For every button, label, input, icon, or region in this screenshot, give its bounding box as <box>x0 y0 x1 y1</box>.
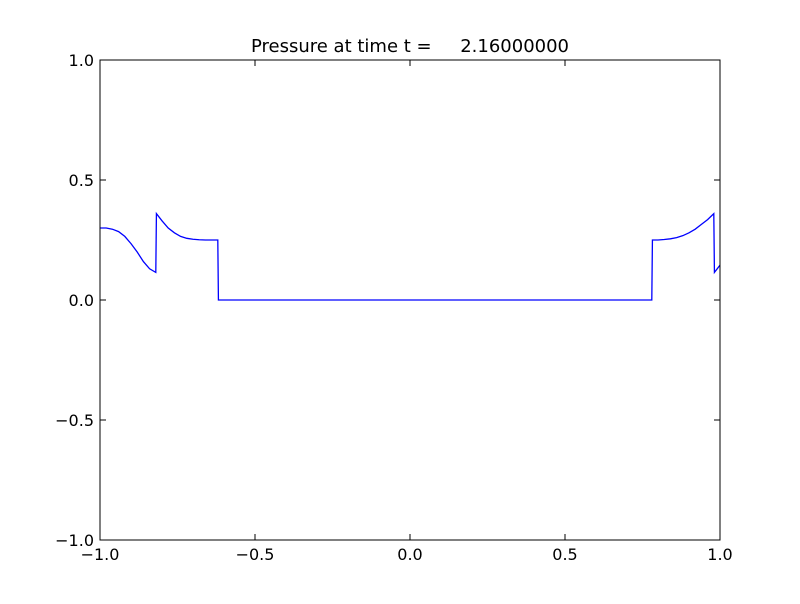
x-tick-label: 0.5 <box>552 545 577 564</box>
ticks: −1.0 −0.5 0.0 0.5 1.0 −1.0 −0.5 0.0 0.5 1.0 <box>55 51 733 564</box>
y-tick-label: 1.0 <box>69 51 94 70</box>
chart-title: Pressure at time t = 2.16000000 <box>251 36 569 57</box>
y-tick-label: −1.0 <box>55 531 94 550</box>
y-tick-label: 0.0 <box>69 291 94 310</box>
series-line-0 <box>100 211 721 301</box>
y-tick-label: 0.5 <box>69 171 94 190</box>
y-tick-label: −0.5 <box>55 411 94 430</box>
plot-area <box>100 211 721 301</box>
x-tick-label: 1.0 <box>707 545 732 564</box>
x-tick-label: −0.5 <box>236 545 275 564</box>
x-tick-label: −1.0 <box>81 545 120 564</box>
x-tick-label: 0.0 <box>397 545 422 564</box>
